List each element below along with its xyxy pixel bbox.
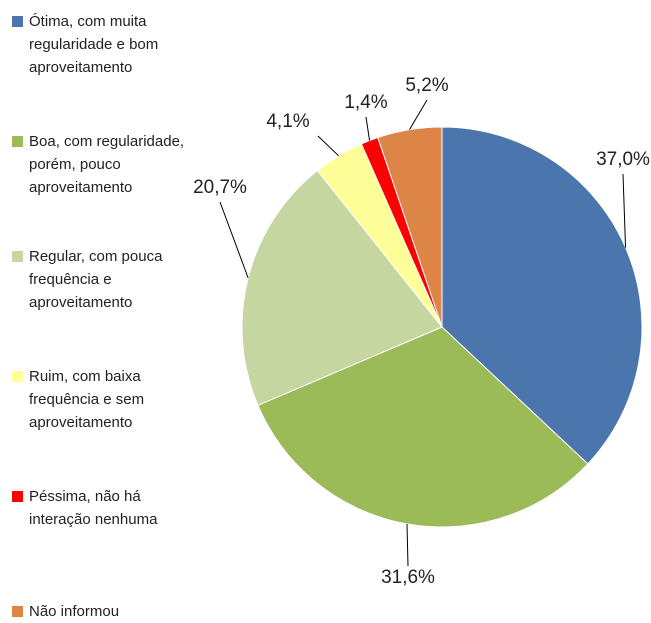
leader-line	[219, 201, 249, 279]
legend-item: Péssima, não há interação nenhuma	[12, 485, 187, 531]
leader-line	[317, 135, 339, 157]
legend-item: Não informou	[12, 600, 187, 623]
legend-label: Boa, com regularidade, porém, pouco apro…	[29, 133, 185, 196]
legend-label: Não informou	[29, 603, 120, 620]
legend-swatch	[12, 606, 23, 617]
leader-line	[365, 116, 371, 141]
legend-item: Boa, com regularidade, porém, pouco apro…	[12, 130, 187, 199]
data-label: 31,6%	[381, 567, 435, 588]
data-label: 37,0%	[596, 149, 650, 170]
leader-line	[409, 99, 428, 130]
legend-label: Péssima, não há interação nenhuma	[29, 488, 158, 528]
legend-label: Ótima, com muita regularidade e bom apro…	[29, 13, 159, 76]
legend-item: Regular, com pouca frequência e aproveit…	[12, 245, 187, 314]
leader-line	[622, 173, 627, 248]
legend-swatch	[12, 251, 23, 262]
data-label: 5,2%	[405, 75, 448, 96]
pie-slice	[257, 326, 589, 528]
legend-label: Ruim, com baixa frequência e sem aprovei…	[29, 368, 145, 431]
leader-line	[406, 523, 409, 567]
data-label: 1,4%	[344, 92, 387, 113]
legend-item: Ruim, com baixa frequência e sem aprovei…	[12, 365, 187, 434]
legend-swatch	[12, 136, 23, 147]
legend-swatch	[12, 16, 23, 27]
legend-label: Regular, com pouca frequência e aproveit…	[29, 248, 163, 311]
legend-swatch	[12, 371, 23, 382]
legend-swatch	[12, 491, 23, 502]
data-label: 20,7%	[193, 177, 247, 198]
legend-item: Ótima, com muita regularidade e bom apro…	[12, 10, 187, 79]
data-label: 4,1%	[266, 111, 309, 132]
pie-slice	[241, 169, 443, 406]
